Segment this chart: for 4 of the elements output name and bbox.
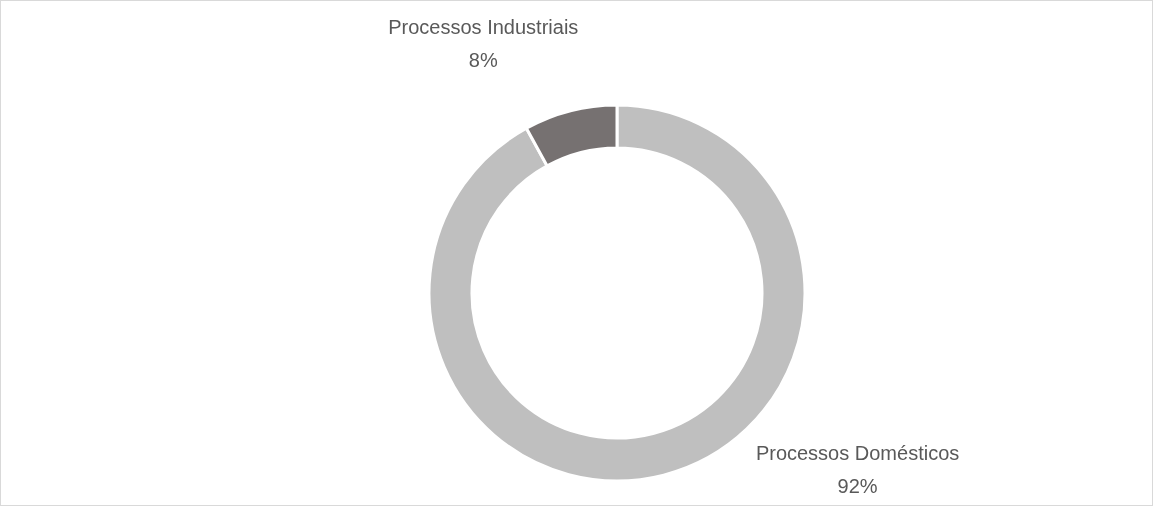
slice-label: Processos Domésticos xyxy=(755,442,960,465)
data-label: 92% xyxy=(837,475,878,498)
slice-label: Processos Industriais xyxy=(388,15,579,38)
data-label: 8% xyxy=(468,48,498,71)
